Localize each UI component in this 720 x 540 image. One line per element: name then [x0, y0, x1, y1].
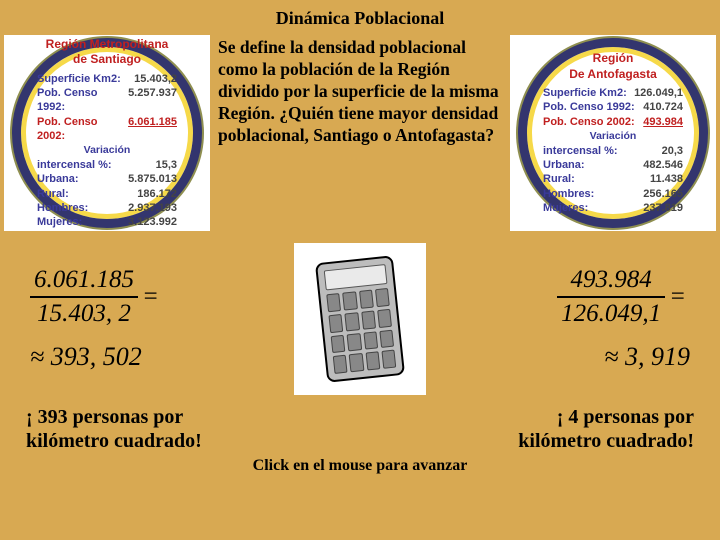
ant-urb-lbl: Urbana:	[543, 158, 585, 172]
ant-c02-val: 493.984	[643, 115, 683, 129]
stg-sup-val: 15.403,2	[134, 72, 177, 86]
santiago-region-title: Región Metropolitanade Santiago	[46, 37, 169, 68]
ant-hom-val: 256.165	[643, 187, 683, 201]
stg-rur-val: 186.172	[137, 187, 177, 201]
stg-muj-val: 3.123.992	[128, 215, 177, 229]
ant-int-val: 20,3	[662, 144, 683, 158]
ant-c02-lbl: Pob. Censo 2002:	[543, 115, 635, 129]
stg-urb-val: 5.875.013	[128, 172, 177, 186]
antofagasta-panel: RegiónDe Antofagasta Superficie Km2: 126.…	[510, 35, 716, 231]
ant-den: 126.049,1	[557, 298, 665, 328]
antofagasta-conclusion: ¡ 4 personas porkilómetro cuadrado!	[414, 405, 694, 453]
definition-text: Se define la densidad poblacional como l…	[214, 35, 506, 231]
stg-approx: ≈ 393, 502	[30, 343, 163, 372]
ant-hom-lbl: Hombres:	[543, 187, 594, 201]
calculation-row: 6.061.185 15.403, 2 = ≈ 393, 502 493.984…	[0, 231, 720, 399]
antofagasta-magnifier: RegiónDe Antofagasta Superficie Km2: 126.…	[518, 38, 708, 228]
stg-urb-lbl: Urbana:	[37, 172, 79, 186]
ant-muj-val: 237.819	[643, 201, 683, 215]
stg-den: 15.403, 2	[30, 298, 138, 328]
santiago-panel: Región Metropolitanade Santiago Superfic…	[4, 35, 210, 231]
ant-num: 493.984	[557, 266, 665, 298]
ant-int-lbl: intercensal %:	[543, 144, 618, 158]
advance-hint[interactable]: Click en el mouse para avanzar	[0, 453, 720, 475]
antofagasta-fraction: 493.984 126.049,1 = ≈ 3, 919	[557, 266, 690, 372]
ant-c92-lbl: Pob. Censo 1992:	[543, 100, 635, 114]
ant-c92-val: 410.724	[643, 100, 683, 114]
stg-c02-val: 6.061.185	[128, 115, 177, 144]
calculator-panel	[294, 243, 426, 395]
stg-c02-lbl: Pob. Censo 2002:	[37, 115, 128, 144]
stg-var-lbl: Variación	[84, 144, 131, 156]
stg-muj-lbl: Mujeres:	[37, 215, 82, 229]
conclusion-row: ¡ 393 personas porkilómetro cuadrado! ¡ …	[0, 399, 720, 453]
ant-rur-val: 11.438	[650, 172, 683, 186]
stg-hom-lbl: Hombres:	[37, 201, 88, 215]
calculator-icon	[315, 255, 405, 382]
stg-int-lbl: intercensal %:	[37, 158, 112, 172]
santiago-magnifier: Región Metropolitanade Santiago Superfic…	[12, 38, 202, 228]
ant-urb-val: 482.546	[643, 158, 683, 172]
stg-c92-val: 5.257.937	[128, 86, 177, 115]
ant-rur-lbl: Rural:	[543, 172, 575, 186]
top-row: Región Metropolitanade Santiago Superfic…	[0, 29, 720, 231]
santiago-fraction: 6.061.185 15.403, 2 = ≈ 393, 502	[30, 266, 163, 372]
stg-sup-lbl: Superficie Km2:	[37, 72, 121, 86]
stg-rur-lbl: Rural:	[37, 187, 69, 201]
antofagasta-region-title: RegiónDe Antofagasta	[569, 51, 657, 82]
ant-approx: ≈ 3, 919	[557, 343, 690, 372]
santiago-conclusion: ¡ 393 personas porkilómetro cuadrado!	[26, 405, 316, 453]
stg-int-val: 15,3	[156, 158, 177, 172]
stg-hom-val: 2.937.193	[128, 201, 177, 215]
ant-muj-lbl: Mujeres:	[543, 201, 588, 215]
stg-c92-lbl: Pob. Censo 1992:	[37, 86, 128, 115]
ant-sup-val: 126.049,1	[634, 86, 683, 100]
ant-sup-lbl: Superficie Km2:	[543, 86, 627, 100]
slide-title: Dinámica Poblacional	[0, 0, 720, 29]
stg-num: 6.061.185	[30, 266, 138, 298]
ant-var-lbl: Variación	[590, 130, 637, 142]
